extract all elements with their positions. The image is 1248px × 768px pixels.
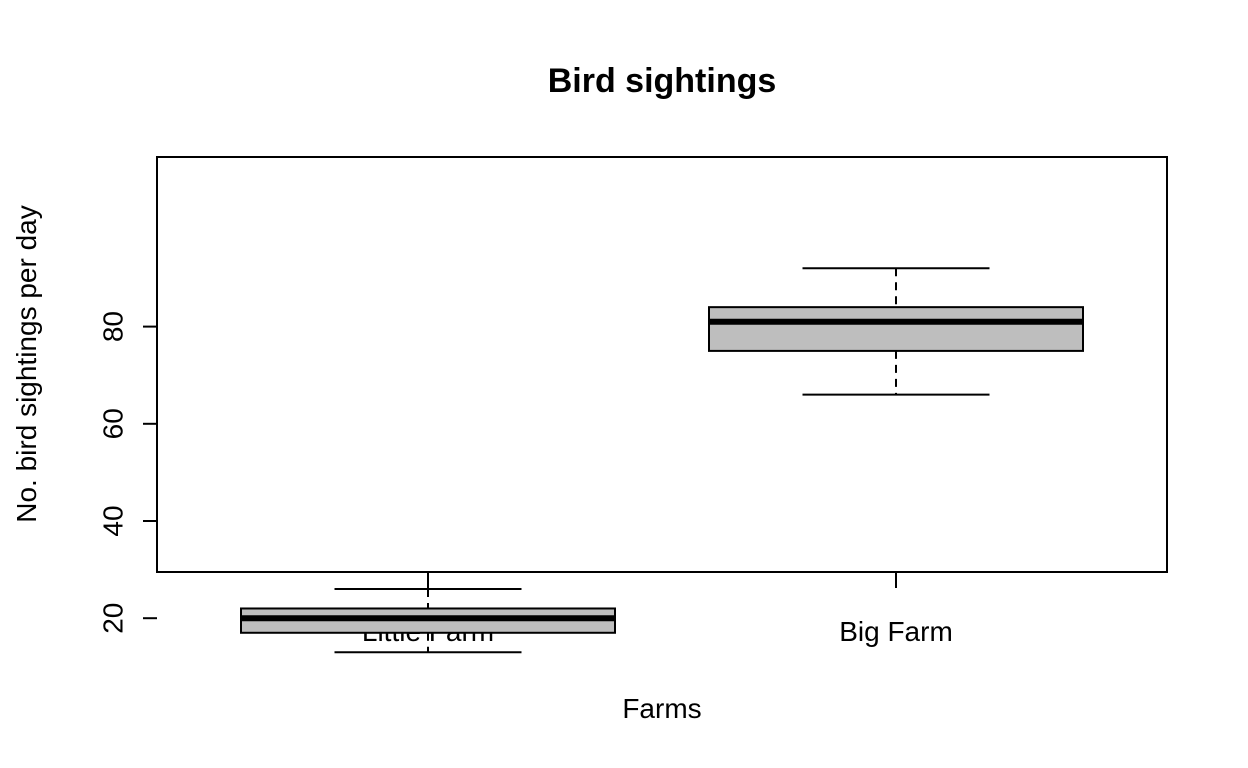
chart-title: Bird sightings — [548, 62, 777, 100]
iqr-box — [708, 306, 1084, 352]
box-big-farm — [708, 267, 1084, 396]
y-tick-label: 20 — [98, 603, 129, 634]
y-tick-label: 80 — [98, 311, 129, 342]
y-tick-label: 60 — [98, 408, 129, 439]
box-series — [240, 267, 1084, 654]
y-axis-label: No. bird sightings per day — [11, 205, 42, 523]
y-axis: 20 40 60 80 — [98, 311, 157, 634]
y-tick-label: 40 — [98, 505, 129, 536]
plot-frame — [156, 156, 1168, 573]
x-tick-label: Big Farm — [839, 616, 953, 647]
x-axis-label: Farms — [622, 693, 701, 724]
box-little-farm — [240, 588, 616, 654]
